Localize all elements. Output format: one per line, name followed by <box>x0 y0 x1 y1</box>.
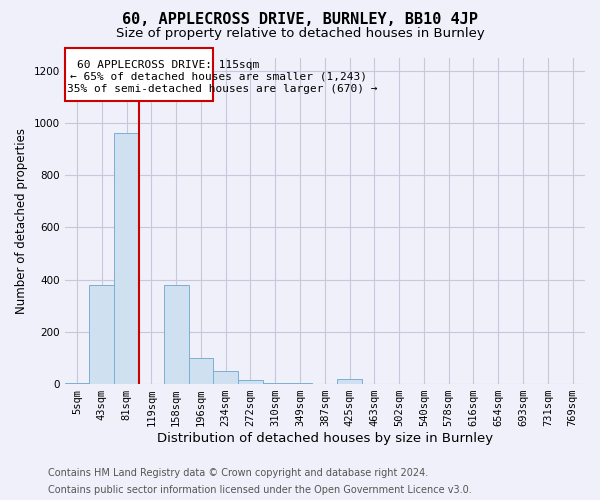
Bar <box>263 383 287 384</box>
Bar <box>214 371 238 384</box>
Text: Size of property relative to detached houses in Burnley: Size of property relative to detached ho… <box>116 28 484 40</box>
Text: ← 65% of detached houses are smaller (1,243): ← 65% of detached houses are smaller (1,… <box>70 72 367 82</box>
Text: Contains public sector information licensed under the Open Government Licence v3: Contains public sector information licen… <box>48 485 472 495</box>
Bar <box>114 134 139 384</box>
Bar <box>238 380 263 384</box>
FancyBboxPatch shape <box>65 48 214 100</box>
Y-axis label: Number of detached properties: Number of detached properties <box>15 128 28 314</box>
Text: 35% of semi-detached houses are larger (670) →: 35% of semi-detached houses are larger (… <box>67 84 377 94</box>
Bar <box>65 383 89 384</box>
Bar <box>337 379 362 384</box>
Bar <box>164 285 188 384</box>
X-axis label: Distribution of detached houses by size in Burnley: Distribution of detached houses by size … <box>157 432 493 445</box>
Bar <box>188 358 214 384</box>
Bar <box>287 383 313 384</box>
Text: 60, APPLECROSS DRIVE, BURNLEY, BB10 4JP: 60, APPLECROSS DRIVE, BURNLEY, BB10 4JP <box>122 12 478 28</box>
Text: 60 APPLECROSS DRIVE: 115sqm: 60 APPLECROSS DRIVE: 115sqm <box>77 60 259 70</box>
Text: Contains HM Land Registry data © Crown copyright and database right 2024.: Contains HM Land Registry data © Crown c… <box>48 468 428 477</box>
Bar <box>89 285 114 384</box>
